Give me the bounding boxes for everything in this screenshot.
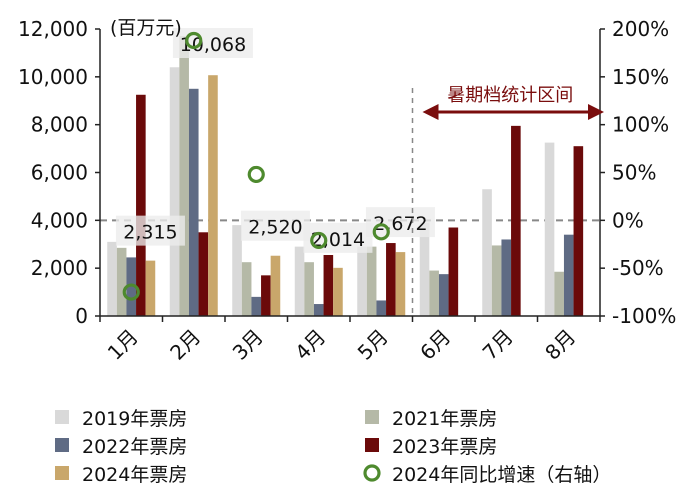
bar-2019年票房-3月 — [232, 225, 242, 316]
growth-point-3月 — [247, 165, 265, 184]
growth-point-1月 — [122, 283, 140, 301]
legend-swatch — [55, 438, 69, 452]
bar-2019年票房-1月 — [107, 241, 117, 316]
bar-2022年票房-3月 — [251, 296, 262, 316]
left-tick-label: 2,000 — [31, 256, 88, 280]
growth-point-5月 — [372, 223, 390, 241]
left-tick-label: 10,000 — [18, 65, 88, 89]
legend-swatch — [365, 410, 379, 424]
bar-2023年票房-7月 — [511, 125, 521, 316]
bar-2021年票房-1月 — [116, 247, 127, 316]
right-tick-label: -50% — [612, 256, 664, 280]
bar-2023年票房-3月 — [261, 275, 271, 316]
legend-item-2019年票房: 2019年票房 — [55, 408, 187, 430]
bar-2024年票房-4月 — [333, 267, 343, 316]
legend-swatch — [55, 410, 69, 424]
bar-2023年票房-1月 — [136, 94, 146, 316]
bar-2021年票房-4月 — [304, 262, 314, 316]
legend-swatch — [55, 466, 69, 480]
bar-2023年票房-2月 — [198, 232, 209, 316]
legend-item-2024年同比增速（右轴）: 2024年同比增速（右轴） — [363, 464, 611, 486]
x-tick-label-4月: 4月 — [290, 325, 330, 365]
bar-2024年票房-2月 — [208, 75, 218, 316]
x-tick-label-2月: 2月 — [165, 325, 205, 365]
legend-label: 2019年票房 — [82, 408, 187, 430]
right-tick-label: 50% — [612, 161, 656, 185]
legend-item-2022年票房: 2022年票房 — [55, 436, 187, 458]
bar-2021年票房-3月 — [241, 262, 252, 316]
right-tick-label: 200% — [612, 17, 669, 41]
legend-swatch — [365, 438, 379, 452]
x-tick-label-5月: 5月 — [353, 325, 393, 365]
legend-label: 2021年票房 — [392, 408, 497, 430]
bar-2019年票房-4月 — [294, 246, 305, 316]
legend-label: 2024年同比增速（右轴） — [392, 464, 611, 486]
arrow-head-left — [422, 104, 439, 120]
data-label-box — [115, 215, 185, 246]
bar-2022年票房-8月 — [563, 234, 574, 316]
x-tick-label-7月: 7月 — [478, 325, 518, 365]
arrow-head-right — [588, 104, 604, 120]
left-tick-label: 0 — [75, 304, 88, 328]
growth-point-2月 — [185, 31, 203, 50]
bar-2021年票房-7月 — [491, 245, 502, 316]
bar-2021年票房-6月 — [429, 270, 439, 316]
x-tick-label-8月: 8月 — [540, 325, 580, 365]
bar-2024年票房-3月 — [270, 255, 281, 316]
x-tick-label-3月: 3月 — [228, 325, 268, 365]
legend-label: 2023年票房 — [392, 436, 497, 458]
bar-2021年票房-5月 — [366, 246, 377, 316]
left-axis-unit-label: (百万元) — [110, 17, 182, 39]
bar-2019年票房-2月 — [169, 67, 180, 317]
left-tick-label: 12,000 — [18, 17, 88, 41]
bar-2024年票房-5月 — [395, 252, 406, 316]
bar-2019年票房-6月 — [419, 222, 430, 316]
summer-period-annotation: 暑期档统计区间 — [411, 85, 604, 316]
bar-2023年票房-8月 — [573, 146, 584, 316]
right-tick-label: 150% — [612, 65, 669, 89]
bar-2023年票房-6月 — [448, 227, 459, 316]
left-tick-label: 6,000 — [31, 161, 88, 185]
legend-item-2023年票房: 2023年票房 — [365, 436, 497, 458]
right-tick-label: 100% — [612, 113, 669, 137]
legend-marker — [363, 464, 381, 482]
legend: 2019年票房 2021年票房 2022年票房 2023年票房 2024年票房 2024年… — [55, 408, 611, 486]
left-tick-label: 8,000 — [31, 113, 88, 137]
bar-2022年票房-2月 — [188, 88, 199, 317]
right-tick-label: 0% — [612, 208, 644, 232]
data-label-box — [240, 210, 310, 241]
bar-2022年票房-6月 — [438, 274, 449, 316]
bar-2022年票房-4月 — [313, 304, 324, 316]
right-tick-label: -100% — [612, 304, 676, 328]
bars — [107, 36, 584, 317]
data-label-2月: 10,068 — [180, 34, 246, 56]
x-tick-label-6月: 6月 — [415, 325, 455, 365]
legend-label: 2022年票房 — [82, 436, 187, 458]
summer-period-label: 暑期档统计区间 — [447, 85, 573, 106]
legend-item-2021年票房: 2021年票房 — [365, 408, 497, 430]
bar-2021年票房-2月 — [179, 36, 189, 317]
data-label-box — [365, 207, 435, 238]
bar-2019年票房-7月 — [482, 189, 492, 316]
growth-points — [122, 31, 390, 301]
bar-2022年票房-5月 — [376, 300, 387, 316]
data-label-3月: 2,520 — [248, 217, 302, 239]
bar-2019年票房-8月 — [544, 142, 555, 316]
bar-2023年票房-5月 — [386, 243, 396, 316]
bar-2023年票房-4月 — [323, 255, 334, 316]
bar-2022年票房-7月 — [501, 239, 512, 316]
data-label-1月: 2,315 — [123, 222, 177, 244]
x-tick-label-1月: 1月 — [103, 325, 143, 365]
growth-point-4月 — [310, 231, 328, 250]
legend-label: 2024年票房 — [82, 464, 187, 486]
left-tick-label: 4,000 — [31, 208, 88, 232]
bar-2022年票房-1月 — [126, 257, 137, 316]
legend-item-2024年票房: 2024年票房 — [55, 464, 187, 486]
bar-2019年票房-5月 — [357, 246, 367, 316]
bar-2021年票房-8月 — [554, 271, 564, 316]
bar-2024年票房-1月 — [145, 260, 156, 316]
